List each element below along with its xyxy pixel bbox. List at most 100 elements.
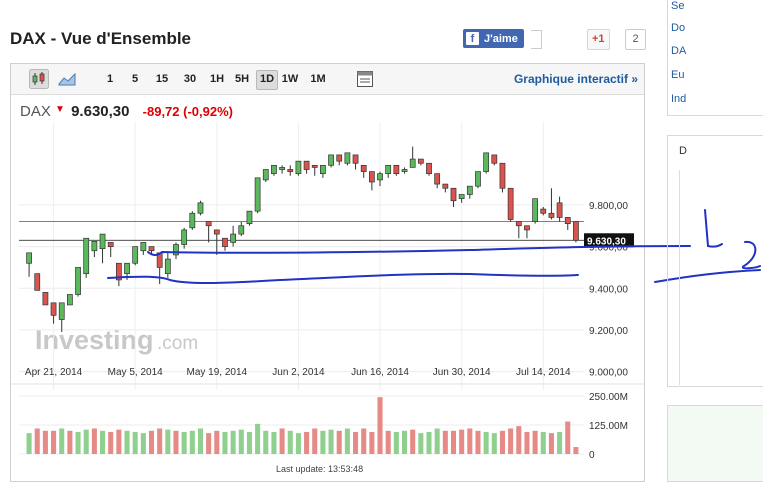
y-tick-label: 9.200,00 (589, 326, 628, 337)
candle-body (148, 246, 155, 252)
interval-button-1m[interactable]: 1M (310, 73, 326, 85)
volume-bar (181, 431, 187, 454)
y-tick-label: 9.800,00 (589, 201, 628, 212)
volume-bar (353, 431, 359, 454)
interactive-chart-link[interactable]: Graphique interactif » (513, 72, 638, 86)
candle-body (336, 154, 343, 162)
y-tick-label: 9.000,00 (589, 368, 628, 379)
candle-body (409, 158, 416, 168)
candle-body (287, 169, 294, 172)
candle-body (189, 212, 196, 229)
volume-bar (426, 431, 432, 454)
facebook-like-label: J'aime (484, 32, 518, 45)
y-tick-label: 9.400,00 (589, 284, 628, 295)
candle-body (368, 171, 375, 183)
volume-bar (189, 430, 195, 454)
sidebar-item[interactable]: Ind (671, 93, 687, 105)
candle-body (434, 173, 441, 185)
sidebar-bottom-box (667, 405, 763, 482)
volume-bar (165, 429, 171, 454)
volume-bar (100, 430, 106, 454)
candle-body (99, 233, 106, 250)
interval-button-1h[interactable]: 1H (209, 73, 225, 85)
volume-bar (59, 428, 65, 454)
facebook-like-button[interactable]: f J'aime (463, 29, 524, 48)
volume-bar (34, 428, 40, 454)
candle-body (442, 183, 449, 189)
volume-tick-label: 250.00M (589, 392, 628, 403)
quote-price: 9.630,30 (71, 103, 130, 120)
candle-body (483, 152, 490, 172)
candle-body (360, 164, 367, 172)
candle-body (507, 187, 514, 220)
volume-bar (344, 428, 350, 454)
volume-bar (548, 433, 554, 454)
volume-bar (516, 426, 522, 454)
volume-bar (108, 431, 114, 454)
volume-bar (83, 429, 89, 454)
price-chart: Investing .com 9.800,00 9.600,00 9.400,00 9.2… (11, 122, 644, 461)
candlestick-chart-icon[interactable] (29, 69, 49, 89)
volume-bar (26, 433, 32, 454)
interval-button-30[interactable]: 30 (183, 73, 197, 85)
candle-body (564, 217, 571, 225)
volume-bar (124, 430, 130, 454)
volume-bar (491, 433, 497, 454)
candle-body (328, 154, 334, 166)
candle-body (548, 212, 555, 218)
volume-bar (206, 433, 212, 454)
candle-body (205, 221, 212, 227)
sidebar-item[interactable]: Se (671, 0, 685, 12)
interval-button-1w[interactable]: 1W (281, 73, 299, 85)
volume-tick-label: 0 (589, 450, 595, 461)
x-tick-label: Jul 14, 2014 (516, 367, 571, 378)
volume-bar (214, 430, 220, 454)
candle-body (262, 169, 269, 181)
volume-bar (565, 421, 571, 454)
candle-body (303, 160, 310, 170)
volume-bar (230, 430, 236, 454)
candle-body (475, 171, 481, 187)
candle-body (50, 302, 57, 316)
candle-body (26, 252, 32, 264)
sidebar-item[interactable]: Eu (671, 69, 685, 81)
interval-button-5[interactable]: 5 (131, 73, 139, 85)
volume-bar (328, 429, 334, 454)
candle-body (164, 258, 171, 275)
volume-bar (67, 430, 73, 454)
last-update: Last update: 13:53:48 (276, 464, 364, 474)
volume-bar (393, 431, 399, 454)
x-tick-label: May 5, 2014 (108, 367, 163, 378)
candle-body (573, 221, 579, 241)
volume-bar (287, 430, 293, 454)
volume-bar (140, 433, 146, 454)
interval-button-1d[interactable]: 1D (256, 70, 278, 90)
candle-body (34, 273, 41, 291)
volume-bar (532, 430, 538, 454)
indicators-icon[interactable] (355, 69, 375, 89)
candle-body (450, 187, 457, 202)
interval-button-15[interactable]: 15 (155, 73, 169, 85)
volume-bar (197, 428, 204, 454)
volume-bar (238, 429, 244, 454)
volume-bar (540, 431, 546, 454)
interval-button-1[interactable]: 1 (106, 73, 114, 85)
last-price-label: 9.630,30 (587, 236, 626, 247)
candle-body (385, 164, 392, 175)
candle-body (238, 225, 245, 235)
area-chart-icon[interactable] (57, 69, 77, 89)
volume-bar (157, 428, 163, 454)
candle-body (222, 237, 228, 247)
x-tick-label: Apr 21, 2014 (25, 367, 83, 378)
volume-bar (401, 430, 408, 454)
volume-bar (312, 428, 318, 454)
volume-bar (271, 431, 277, 454)
volume-bar (385, 430, 391, 454)
gplus-button[interactable]: +1 (587, 29, 610, 50)
volume-bar (304, 431, 310, 454)
volume-bar (295, 433, 301, 454)
volume-bar (263, 430, 269, 454)
sidebar-item[interactable]: Do (671, 22, 686, 34)
sidebar-item[interactable]: DA (671, 45, 687, 57)
interval-button-5h[interactable]: 5H (234, 73, 250, 85)
